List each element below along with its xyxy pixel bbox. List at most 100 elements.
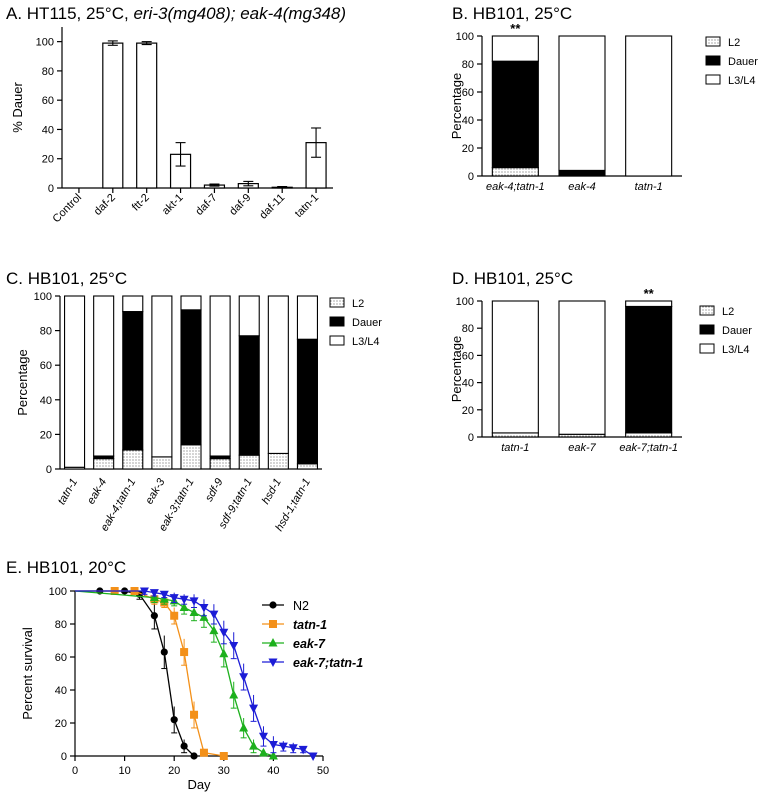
data-point-eak-7 [179,602,189,611]
data-point-eak-7-tatn-1 [308,752,318,761]
panel-c-legend-label: L2 [352,298,364,310]
panel-c-legend-swatch [329,316,345,327]
panel-b-x-tick-label: eak-4 [568,181,596,193]
data-point-eak-7-tatn-1 [229,641,239,651]
panel-b-y-axis-label: Percentage [449,73,464,140]
panel-e-x-tick-label: 20 [168,765,180,777]
panel-e-x-axis-label: Day [187,777,211,792]
panel-c-x-tick-label: hsd-1 [260,477,284,507]
panel-c-segment-l3-l4 [296,295,318,340]
panel-e-x-tick-label: 10 [118,765,130,777]
panel-b-segment-dauer [558,169,606,177]
panel-c-x-tick-label: sdf-9 [203,477,226,504]
bar-daf-2 [102,42,124,189]
data-point-eak-7-tatn-1 [268,740,278,750]
panel-d-significance-label: ** [644,286,655,301]
data-point-eak-7-tatn-1 [219,628,229,638]
panel-c-x-tick-label: eak-4 [85,477,109,507]
panel-d-legend-swatch [699,343,715,354]
panel-b-y-tick-label: 20 [462,143,474,155]
panel-b-y-tick-label: 40 [462,115,474,127]
panel-e-y-tick-label: 80 [55,619,67,631]
panel-c-legend-label: L3/L4 [352,336,380,348]
panel-a-x-tick-label: daf-2 [92,192,118,218]
data-point-eak-7-tatn-1 [209,610,219,620]
data-point-eak-7 [258,747,268,757]
panel-c-segment-l3-l4 [64,295,86,468]
data-point-eak-7-tatn-1 [149,589,159,598]
legend-marker-eak-7-tatn-1 [268,658,278,667]
data-point-eak-7 [268,751,278,760]
panel-c-legend-swatch [329,297,345,308]
data-point-eak-7 [189,607,199,616]
panel-c-segment-l3-l4 [267,295,289,454]
panel-b-x-tick-label: eak-4;tatn-1 [486,181,545,193]
panel-c-segment-l3-l4 [238,295,260,337]
panel-b-segment-dauer [491,60,539,169]
panel-e-x-tick-label: 40 [267,765,279,777]
panel-c-segment-l2 [267,452,289,470]
data-point-eak-7-tatn-1 [139,587,149,596]
panel-d-segment-l3-l4 [491,300,539,434]
bar-ftt-2 [136,42,158,189]
panel-d-y-axis-label: Percentage [449,336,464,403]
panel-c-y-tick-label: 40 [40,395,52,407]
panel-d-legend-label: Dauer [722,325,752,337]
legend-marker-eak-7 [268,638,278,647]
panel-b-segment-l3-l4 [625,35,673,177]
panel-e-y-axis-label: Percent survival [20,627,35,720]
panel-d-y-tick-label: 0 [468,432,474,444]
panel-c-y-tick-label: 0 [46,464,52,476]
panel-c-segment-l3-l4 [209,295,231,457]
panel-b-legend-label: L2 [728,37,740,49]
panel-b-stacked-bar-chart: 0 20 40 60 80 100 Percentage eak-4;tatn-1 ** eak-… [449,21,758,193]
panel-c-x-tick-label: eak-3 [143,476,168,507]
data-point-eak-7-tatn-1 [179,595,189,605]
panel-a-x-tick-label: Control [50,192,84,226]
panel-b-y-tick-label: 60 [462,87,474,99]
data-point-eak-7 [249,741,259,750]
panel-d-y-tick-label: 20 [462,405,474,417]
data-point-eak-7 [229,689,239,699]
panel-a-y-tick-label: 0 [48,183,54,195]
panel-d-legend-label: L3/L4 [722,344,750,356]
panel-c-y-tick-label: 20 [40,429,52,441]
panel-a-y-tick-label: 100 [36,37,54,49]
legend-marker-n2 [269,601,277,609]
panel-b-segment-l3-l4 [491,35,539,62]
panel-e-y-tick-label: 100 [49,586,67,598]
data-point-tatn-1 [190,710,199,719]
panel-b-y-tick-label: 0 [468,171,474,183]
panel-d-x-tick-label: eak-7;tatn-1 [619,442,678,454]
panel-c-segment-l2 [296,463,318,470]
panel-b-y-tick-label: 80 [462,59,474,71]
panel-d-y-tick-label: 100 [456,296,474,308]
panel-c-segment-l3-l4 [151,295,173,458]
panel-e-y-tick-label: 0 [61,751,67,763]
panel-d-segment-dauer [625,305,673,434]
panel-c-segment-l3-l4 [93,295,115,457]
panel-c-segment-l3-l4 [180,295,202,311]
panel-b-legend-swatch [705,36,721,47]
data-point-n2 [190,752,198,760]
data-point-n2 [180,742,188,750]
data-point-tatn-1 [180,648,189,657]
legend-label-tatn-1: tatn-1 [293,618,327,632]
data-point-eak-7-tatn-1 [189,597,199,606]
panel-c-segment-l2 [122,449,144,470]
panel-d-segment-l2 [625,432,673,438]
data-point-n2 [150,612,158,620]
data-point-eak-7-tatn-1 [258,732,268,742]
panel-c-segment-l2 [209,458,231,470]
panel-a-x-tick-label: daf-9 [227,192,253,218]
legend-label-eak-7: eak-7 [293,637,326,651]
panel-c-legend-swatch [329,335,345,346]
panel-e-y-tick-label: 60 [55,652,67,664]
panel-e-survival-chart: 0 20 40 60 80 100 Percent survival 0 10 20 30 40 50 D… [20,586,363,792]
data-point-eak-7 [209,625,219,635]
panel-b-segment-l2 [491,167,539,177]
data-point-eak-7-tatn-1 [159,590,169,600]
data-point-eak-7 [239,722,249,732]
